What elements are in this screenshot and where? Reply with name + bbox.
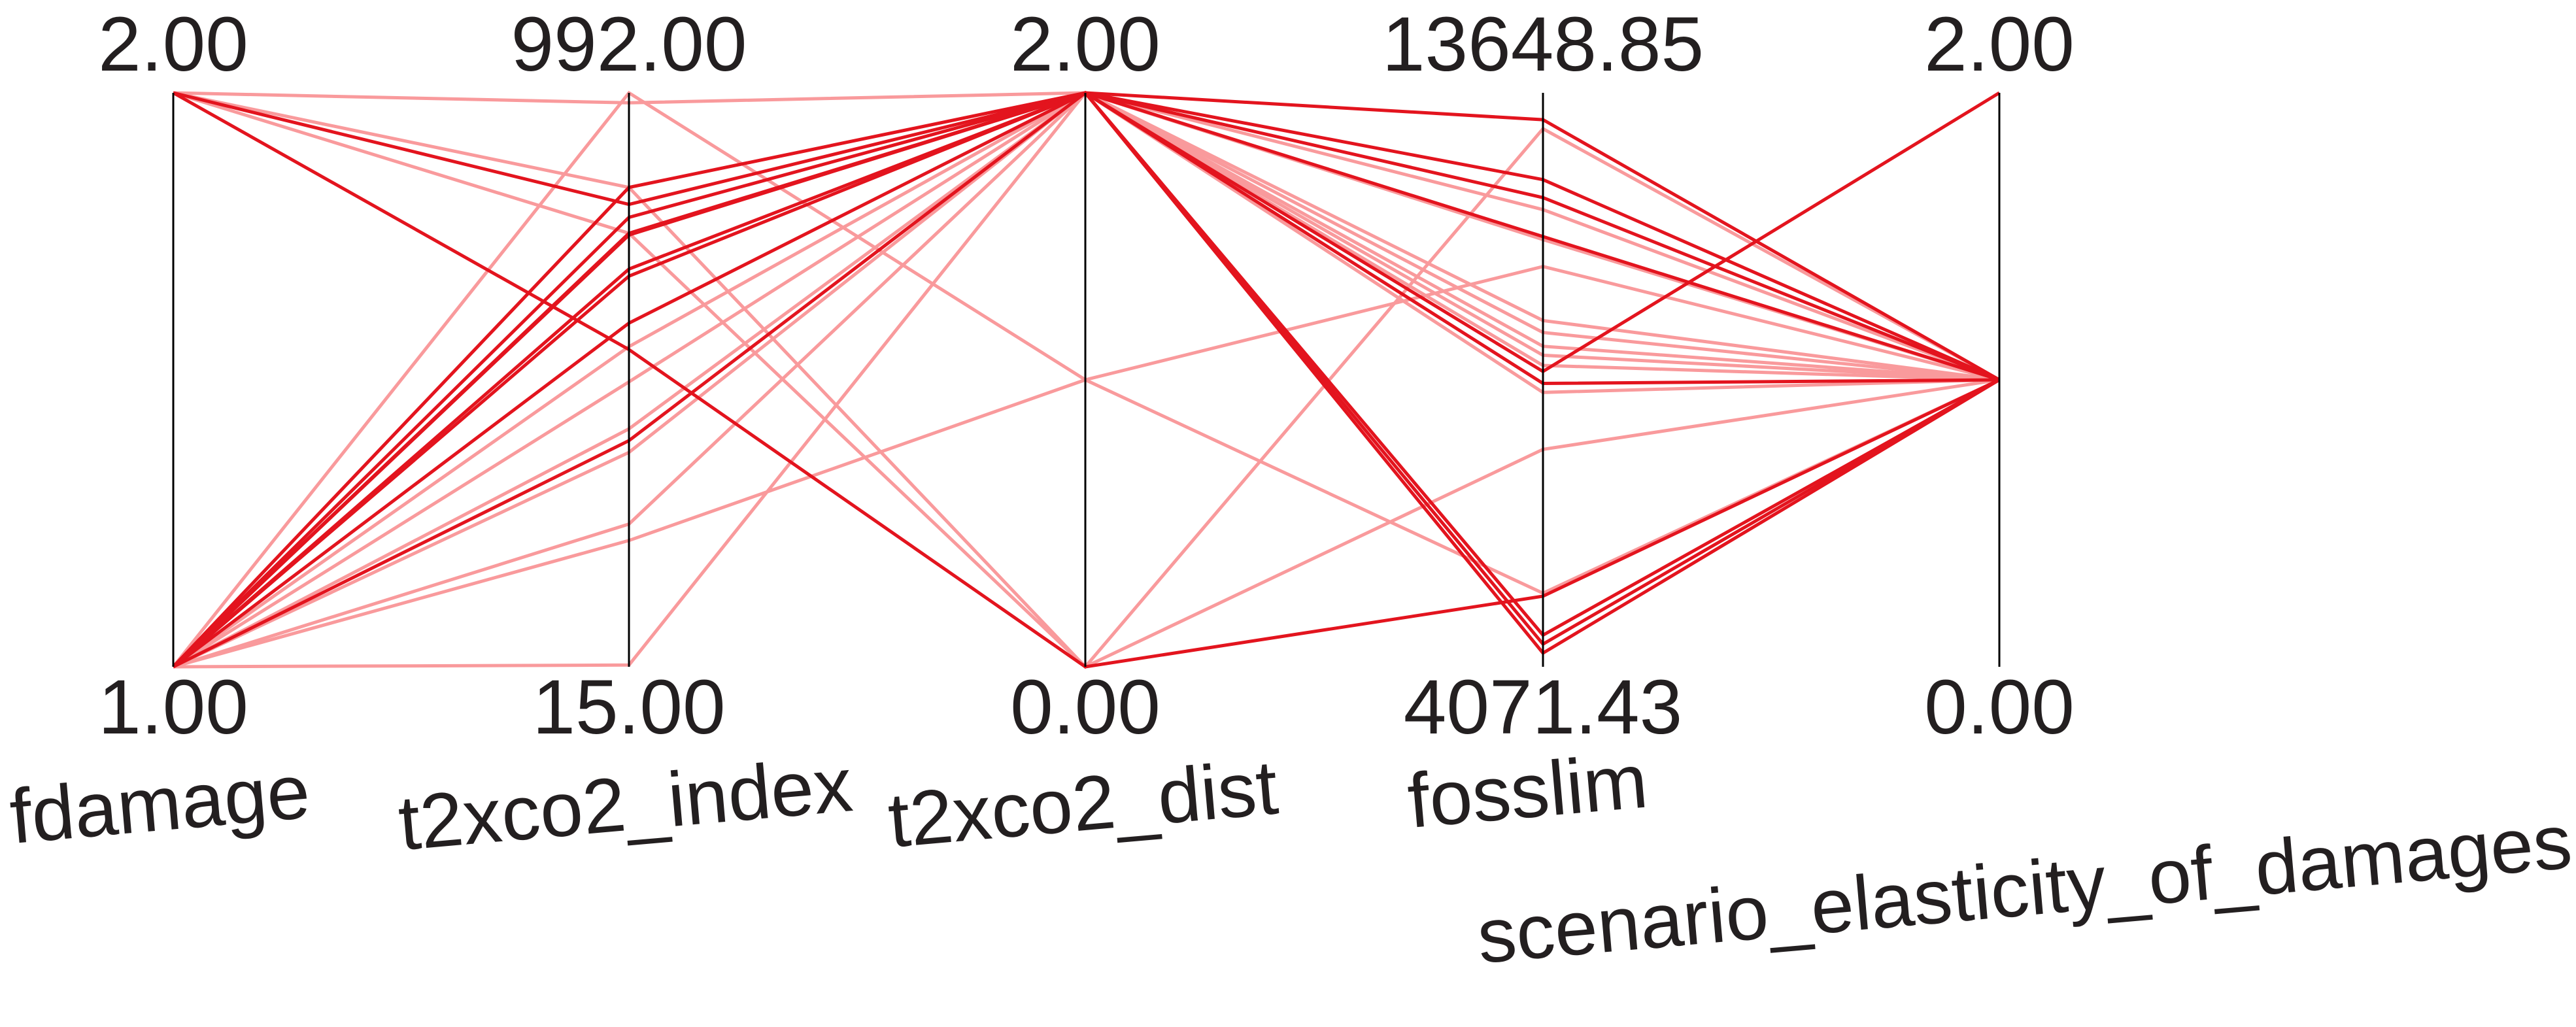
axis-name-label-fdamage: fdamage xyxy=(7,748,313,860)
axis-min-label-scenario_elasticity_of_damages: 0.00 xyxy=(1924,664,2075,750)
axis-min-label-fosslim: 4071.43 xyxy=(1404,664,1683,750)
axis-min-label-t2xco2_dist: 0.00 xyxy=(1010,664,1161,750)
axis-name-label-t2xco2_index: t2xco2_index xyxy=(395,741,855,867)
axis-max-label-t2xco2_dist: 2.00 xyxy=(1010,1,1161,88)
axis-max-label-fdamage: 2.00 xyxy=(98,1,248,88)
axis-max-label-t2xco2_index: 992.00 xyxy=(511,1,747,88)
axis-name-label-scenario_elasticity_of_damages: scenario_elasticity_of_damages xyxy=(1474,798,2575,980)
axis-min-label-t2xco2_index: 15.00 xyxy=(532,664,725,750)
axis-max-label-scenario_elasticity_of_damages: 2.00 xyxy=(1924,1,2075,88)
axis-max-label-fosslim: 13648.85 xyxy=(1382,1,1704,88)
axis-name-label-t2xco2_dist: t2xco2_dist xyxy=(885,744,1281,864)
axis-name-label-fosslim: fosslim xyxy=(1404,737,1651,844)
axis-min-label-fdamage: 1.00 xyxy=(98,664,248,750)
